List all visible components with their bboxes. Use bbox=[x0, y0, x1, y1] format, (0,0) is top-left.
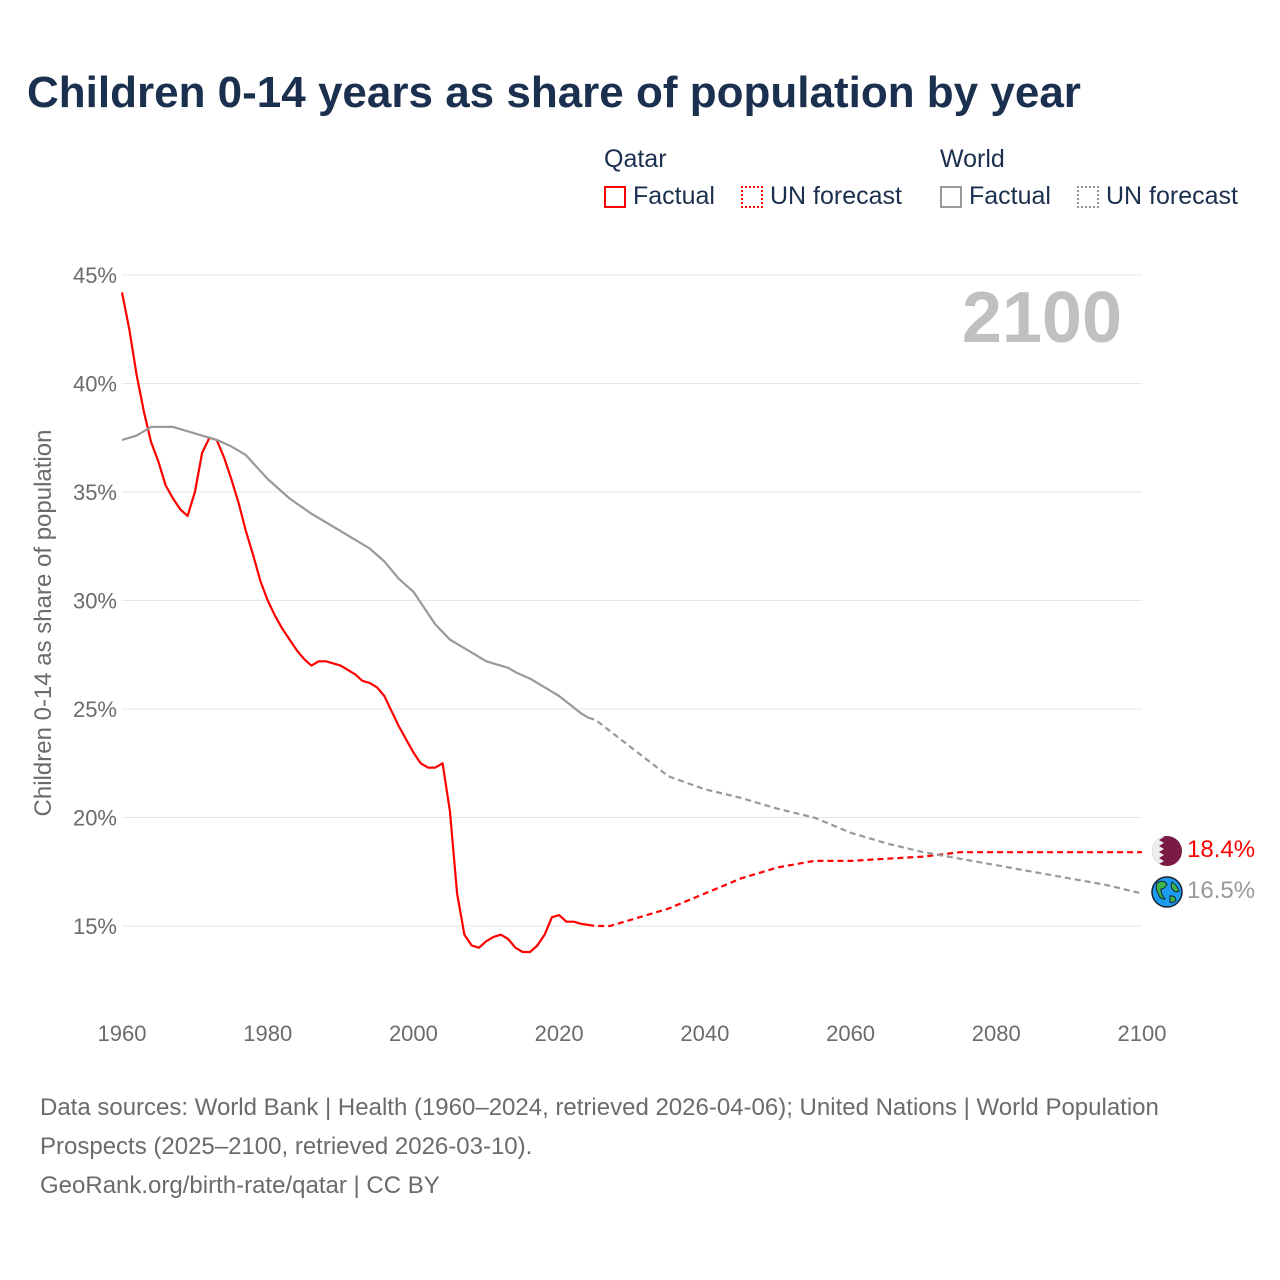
legend-label: Factual bbox=[633, 182, 715, 210]
x-tick-label: 2000 bbox=[389, 1021, 438, 1046]
legend-world-heading: World bbox=[940, 145, 1005, 173]
x-tick-label: 2100 bbox=[1118, 1021, 1167, 1046]
legend-qatar-forecast[interactable]: UN forecast bbox=[740, 182, 902, 211]
y-tick-label: 45% bbox=[73, 263, 117, 288]
y-tick-label: 20% bbox=[73, 806, 117, 831]
credit-link[interactable]: GeoRank.org/birth-rate/qatar | CC BY bbox=[40, 1172, 440, 1199]
legend-world: World Factual UN forecast bbox=[940, 145, 1256, 211]
world-un-forecast-line bbox=[587, 716, 1143, 895]
qatar-flag-icon bbox=[1152, 836, 1182, 866]
x-tick-label: 2020 bbox=[535, 1021, 584, 1046]
year-watermark: 2100 bbox=[962, 278, 1122, 358]
x-tick-label: 1980 bbox=[243, 1021, 292, 1046]
footer: Data sources: World Bank | Health (1960–… bbox=[40, 1088, 1190, 1205]
world-end-label: 16.5% bbox=[1187, 877, 1255, 904]
y-tick-label: 30% bbox=[73, 589, 117, 614]
qatar-un-forecast-line bbox=[588, 851, 1142, 928]
y-axis-label: Children 0-14 as share of population bbox=[30, 430, 57, 817]
globe-icon bbox=[1151, 876, 1183, 908]
legend-qatar-heading: Qatar bbox=[604, 145, 667, 173]
legend-label: UN forecast bbox=[769, 182, 902, 210]
chart-title: Children 0-14 years as share of populati… bbox=[27, 68, 1081, 117]
legend-swatch bbox=[604, 185, 626, 208]
x-tick-label: 2040 bbox=[680, 1021, 729, 1046]
world-factual-line bbox=[121, 425, 589, 719]
legend-world-factual[interactable]: Factual bbox=[940, 182, 1051, 211]
y-tick-label: 25% bbox=[73, 697, 117, 722]
legend-world-forecast[interactable]: UN forecast bbox=[1076, 182, 1238, 211]
legend-swatch bbox=[940, 185, 962, 208]
legend-qatar-factual[interactable]: Factual bbox=[604, 182, 715, 211]
x-tick-label: 2080 bbox=[972, 1021, 1021, 1046]
qatar-end-label: 18.4% bbox=[1187, 836, 1255, 863]
legend-swatch bbox=[1076, 185, 1099, 208]
x-tick-label: 2060 bbox=[826, 1021, 875, 1046]
line-chart: 15% 20% 25% 30% 35% 40% 45% 1960 1980 2000 2020 204… bbox=[30, 263, 1255, 1046]
legend-swatch bbox=[740, 185, 763, 208]
y-tick-label: 40% bbox=[73, 372, 117, 397]
qatar-factual-line bbox=[120, 292, 589, 954]
y-tick-label: 15% bbox=[73, 914, 117, 939]
legend-qatar: Qatar Factual UN forecast bbox=[604, 145, 920, 211]
data-sources-text: Data sources: World Bank | Health (1960–… bbox=[40, 1094, 1159, 1160]
x-tick-label: 1960 bbox=[98, 1021, 147, 1046]
legend-label: Factual bbox=[969, 182, 1051, 210]
legend-label: UN forecast bbox=[1105, 182, 1238, 210]
y-tick-label: 35% bbox=[73, 480, 117, 505]
